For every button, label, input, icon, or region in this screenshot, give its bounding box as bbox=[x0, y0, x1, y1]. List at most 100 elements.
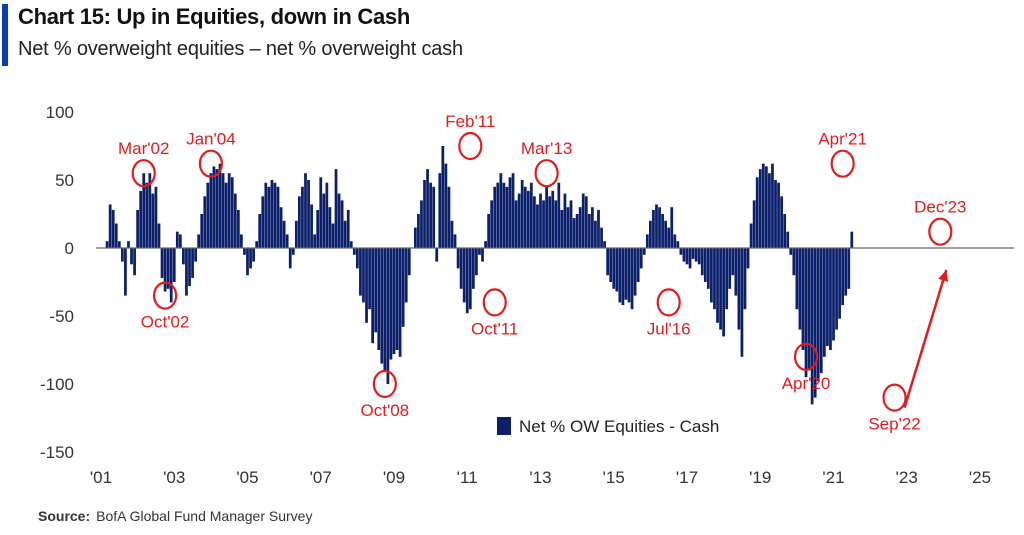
bar bbox=[404, 248, 408, 303]
bar bbox=[230, 177, 234, 248]
annotation: Oct'08 bbox=[361, 369, 410, 420]
bar bbox=[212, 166, 216, 248]
bar bbox=[548, 196, 552, 248]
bar bbox=[523, 186, 527, 248]
bar bbox=[227, 173, 231, 248]
bar bbox=[377, 248, 381, 350]
bar bbox=[514, 200, 518, 248]
bar bbox=[169, 248, 173, 303]
bar bbox=[197, 234, 201, 248]
bar bbox=[398, 248, 402, 357]
bar bbox=[481, 248, 484, 262]
bar bbox=[450, 220, 454, 248]
annotation-label: Oct'08 bbox=[361, 401, 410, 420]
annotation-label: Apr'21 bbox=[818, 130, 867, 149]
bar bbox=[233, 193, 237, 248]
bar bbox=[682, 248, 686, 262]
bar bbox=[337, 193, 341, 248]
bar bbox=[453, 234, 457, 248]
bar bbox=[175, 231, 179, 248]
annotation: Apr'20 bbox=[782, 342, 830, 393]
bar bbox=[236, 209, 240, 248]
bar bbox=[316, 209, 320, 248]
x-tick-label: '13 bbox=[529, 468, 551, 487]
bar bbox=[328, 207, 332, 248]
bar bbox=[493, 186, 497, 248]
bar bbox=[850, 231, 854, 248]
bar bbox=[108, 204, 112, 248]
bar bbox=[575, 214, 579, 248]
bar bbox=[224, 182, 228, 248]
bar bbox=[356, 248, 359, 269]
x-tick-label: '23 bbox=[896, 468, 918, 487]
bar bbox=[710, 248, 713, 303]
bar bbox=[545, 186, 548, 248]
annotation-label: Feb'11 bbox=[445, 112, 495, 131]
bar bbox=[664, 220, 668, 248]
bar bbox=[401, 248, 405, 327]
bar bbox=[206, 182, 210, 248]
bar bbox=[594, 220, 597, 248]
bar bbox=[597, 209, 600, 248]
bar bbox=[371, 248, 375, 344]
bar bbox=[352, 248, 356, 255]
bar bbox=[301, 186, 304, 248]
x-tick-label: '01 bbox=[90, 468, 112, 487]
bar bbox=[795, 248, 799, 310]
bar bbox=[148, 173, 152, 248]
annotation-circle bbox=[152, 281, 178, 310]
bar bbox=[713, 248, 716, 310]
bar bbox=[276, 186, 280, 248]
bar bbox=[798, 248, 802, 330]
bar bbox=[652, 209, 655, 248]
bar bbox=[829, 248, 832, 350]
bar bbox=[533, 196, 536, 248]
annotation-circle bbox=[534, 159, 559, 188]
bar bbox=[258, 214, 262, 248]
bar bbox=[563, 193, 567, 248]
bar bbox=[826, 248, 829, 346]
bar bbox=[365, 248, 368, 323]
bar bbox=[783, 214, 787, 248]
bar bbox=[105, 241, 109, 248]
annotation: Oct'02 bbox=[141, 281, 189, 332]
bar bbox=[685, 248, 689, 265]
bar bbox=[645, 234, 649, 248]
bar bbox=[285, 234, 289, 248]
bar bbox=[822, 248, 826, 357]
bar bbox=[539, 193, 542, 248]
bar bbox=[591, 207, 594, 248]
y-tick-label: -150 bbox=[40, 443, 74, 462]
x-tick-label: '07 bbox=[310, 468, 332, 487]
annotation: Apr'21 bbox=[818, 130, 867, 178]
annotation: Dec'23 bbox=[914, 198, 967, 246]
bar bbox=[841, 248, 845, 306]
bar bbox=[444, 163, 448, 248]
bar bbox=[706, 248, 710, 289]
bar bbox=[468, 248, 472, 310]
x-tick-label: '25 bbox=[969, 468, 991, 487]
bar bbox=[618, 248, 622, 303]
bar bbox=[649, 220, 652, 248]
bar bbox=[716, 248, 719, 323]
annotation: Feb'11 bbox=[445, 112, 495, 161]
bar bbox=[279, 207, 283, 248]
bar bbox=[688, 248, 692, 269]
bar bbox=[542, 200, 545, 248]
bar bbox=[322, 193, 326, 248]
legend-swatch bbox=[497, 417, 511, 435]
bar bbox=[120, 248, 124, 262]
y-tick-label: 50 bbox=[55, 171, 74, 190]
bar bbox=[264, 182, 268, 248]
y-tick-label: 0 bbox=[65, 239, 74, 258]
bar bbox=[786, 231, 790, 248]
x-tick-label: '03 bbox=[163, 468, 185, 487]
bar bbox=[209, 173, 213, 248]
bar bbox=[331, 223, 335, 248]
bar bbox=[114, 223, 118, 248]
bar bbox=[349, 241, 353, 248]
bar bbox=[755, 177, 759, 248]
chart-title: Chart 15: Up in Equities, down in Cash bbox=[18, 4, 410, 29]
bar bbox=[471, 248, 475, 289]
bar bbox=[359, 248, 362, 296]
